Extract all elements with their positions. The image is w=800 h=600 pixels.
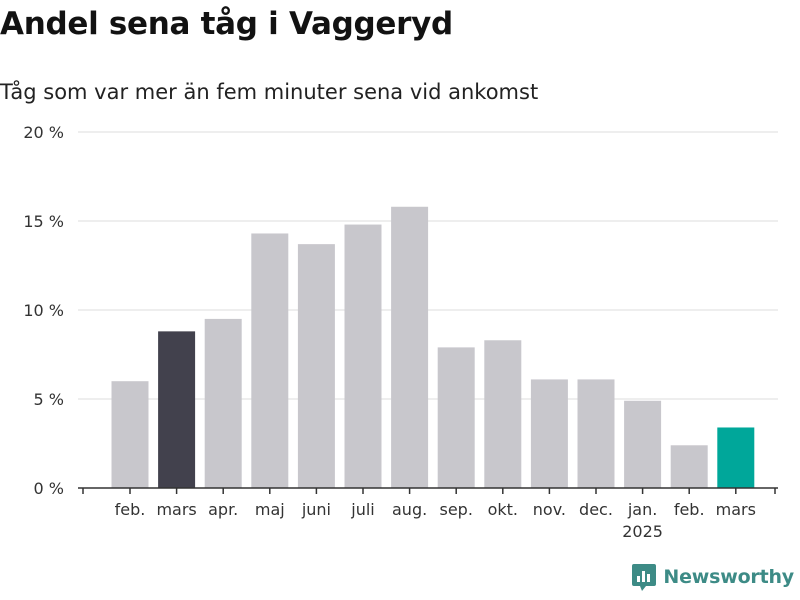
x-tick-label: juli <box>350 500 374 519</box>
x-tick-label: jan. <box>627 500 657 519</box>
x-tick-year-label: 2025 <box>622 522 663 541</box>
x-tick-label: mars <box>716 500 756 519</box>
x-axis <box>78 487 778 494</box>
x-tick-label: juni <box>301 500 331 519</box>
x-tick-label: feb. <box>674 500 705 519</box>
bar <box>204 318 242 488</box>
bar <box>670 445 708 488</box>
brand-name: Newsworthy <box>663 566 794 588</box>
x-tick-label: maj <box>255 500 285 519</box>
x-tick-label: aug. <box>392 500 427 519</box>
bar <box>624 400 662 488</box>
bar <box>484 340 522 488</box>
bar <box>577 379 615 488</box>
x-axis-labels: feb. mars apr. maj juni juli aug. sep. okt. nov. d… <box>115 500 756 541</box>
x-tick-label: nov. <box>533 500 566 519</box>
y-tick-label: 0 % <box>34 479 64 498</box>
y-tick-label: 10 % <box>23 301 64 320</box>
x-tick-label: sep. <box>439 500 472 519</box>
newsworthy-logo: Newsworthy <box>631 562 794 592</box>
chart-title: Andel sena tåg i Vaggeryd <box>0 6 453 42</box>
x-tick-label: dec. <box>579 500 613 519</box>
x-tick-label: okt. <box>488 500 518 519</box>
x-tick-label: feb. <box>115 500 146 519</box>
bar <box>530 379 568 488</box>
bar <box>158 331 196 488</box>
bar <box>391 206 429 488</box>
bar <box>297 244 335 488</box>
chart-subtitle: Tåg som var mer än fem minuter sena vid … <box>0 80 539 104</box>
y-tick-label: 5 % <box>34 390 64 409</box>
bar <box>437 347 475 488</box>
bar <box>344 224 382 488</box>
x-tick-label: apr. <box>208 500 238 519</box>
bar <box>717 427 755 488</box>
bars <box>111 206 755 488</box>
y-tick-label: 15 % <box>23 212 64 231</box>
newsworthy-logo-icon <box>632 564 657 591</box>
bar <box>251 233 289 488</box>
y-tick-label: 20 % <box>23 123 64 142</box>
bar <box>111 381 149 488</box>
x-tick-label: mars <box>156 500 196 519</box>
y-axis-labels: 0 % 5 % 10 % 15 % 20 % <box>23 123 64 498</box>
